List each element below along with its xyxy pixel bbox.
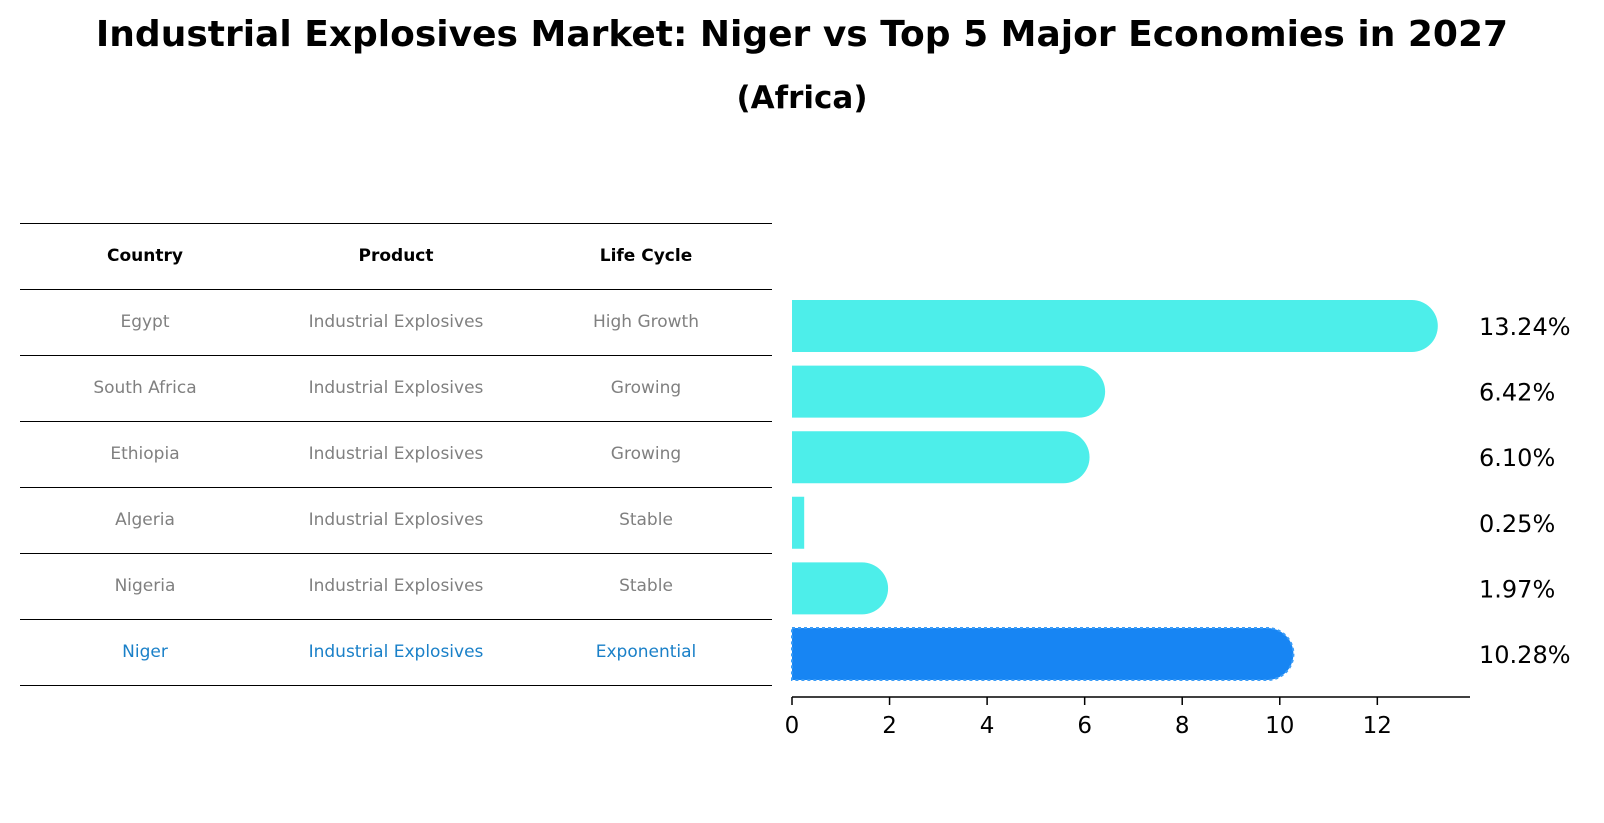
table-cell-product: Industrial Explosives bbox=[308, 642, 484, 662]
bar-nigeria bbox=[792, 562, 889, 615]
table-cell-country: Ethiopia bbox=[110, 444, 180, 464]
table-cell-product: Industrial Explosives bbox=[308, 576, 484, 596]
table-header-cell: Country bbox=[107, 246, 183, 266]
table-cell-country: South Africa bbox=[93, 378, 197, 398]
bar-ethiopia bbox=[792, 431, 1090, 484]
value-label: 1.97% bbox=[1479, 575, 1555, 603]
x-tick-label: 8 bbox=[1175, 713, 1190, 739]
table-cell-life-cycle: Growing bbox=[610, 378, 682, 398]
bar-algeria bbox=[792, 496, 805, 549]
value-label: 10.28% bbox=[1479, 641, 1571, 669]
table-cell-life-cycle: Stable bbox=[619, 576, 673, 596]
table-cell-life-cycle: Exponential bbox=[595, 642, 697, 662]
bar-south-africa bbox=[792, 365, 1106, 418]
x-tick-label: 2 bbox=[882, 713, 897, 739]
bar-niger bbox=[791, 627, 1295, 681]
table-cell-product: Industrial Explosives bbox=[308, 510, 484, 530]
table-rule bbox=[20, 223, 772, 224]
table-header-cell: Product bbox=[358, 246, 434, 266]
value-label: 6.10% bbox=[1479, 444, 1555, 472]
table-rule bbox=[20, 553, 772, 554]
x-tick-label: 6 bbox=[1077, 713, 1092, 739]
table-cell-product: Industrial Explosives bbox=[308, 444, 484, 464]
chart-subtitle: (Africa) bbox=[736, 80, 868, 116]
table-rule bbox=[20, 685, 772, 686]
table-cell-life-cycle: High Growth bbox=[592, 312, 699, 332]
table-rule bbox=[20, 487, 772, 488]
bar-egypt bbox=[792, 300, 1438, 352]
table-cell-product: Industrial Explosives bbox=[308, 378, 484, 398]
chart-title: Industrial Explosives Market: Niger vs T… bbox=[95, 14, 1509, 55]
value-label: 13.24% bbox=[1479, 313, 1571, 341]
table-cell-life-cycle: Growing bbox=[610, 444, 682, 464]
table-cell-product: Industrial Explosives bbox=[308, 312, 484, 332]
x-tick-label: 4 bbox=[980, 713, 995, 739]
x-tick-label: 12 bbox=[1363, 713, 1392, 739]
table-cell-country: Niger bbox=[122, 642, 168, 662]
value-label: 6.42% bbox=[1479, 379, 1555, 407]
table-cell-country: Algeria bbox=[115, 510, 175, 530]
x-tick-label: 0 bbox=[785, 713, 800, 739]
value-label: 0.25% bbox=[1479, 510, 1555, 538]
table-cell-country: Nigeria bbox=[114, 576, 176, 596]
table-header-cell: Life Cycle bbox=[599, 246, 693, 266]
table-rule bbox=[20, 355, 772, 356]
x-tick-label: 10 bbox=[1265, 713, 1294, 739]
table-cell-country: Egypt bbox=[120, 312, 170, 332]
table-rule bbox=[20, 619, 772, 620]
table-rule bbox=[20, 421, 772, 422]
table-cell-life-cycle: Stable bbox=[619, 510, 673, 530]
table-rule bbox=[20, 289, 772, 290]
